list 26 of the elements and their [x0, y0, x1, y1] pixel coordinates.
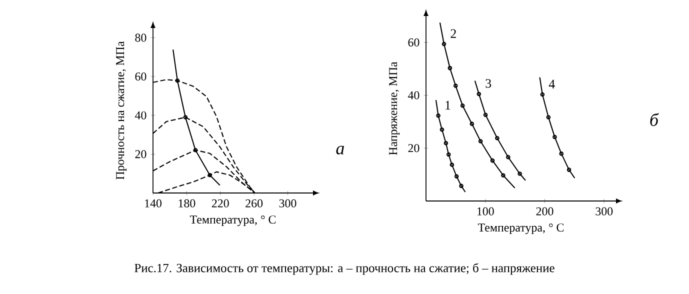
x-tick-label: 180: [178, 199, 196, 208]
series-label: 4: [548, 80, 555, 88]
y-tick-label: 40: [408, 91, 420, 100]
x-axis-title: Температура, ° C: [478, 224, 564, 234]
series-label: 3: [486, 79, 492, 88]
x-tick-label: 220: [212, 199, 229, 208]
x-tick-label: 100: [477, 207, 494, 216]
text: б: [650, 113, 659, 126]
y-tick-label: 20: [135, 150, 146, 158]
x-tick-label: 300: [596, 207, 613, 216]
y-tick-label: 20: [408, 144, 420, 152]
y-tick-label: 60: [135, 72, 146, 81]
y-tick-label: 60: [408, 38, 420, 46]
text: Рис.17. Зависимость от температуры: а – прочность на сжатие; б – напряжение: [134, 263, 554, 275]
x-tick-label: 260: [246, 199, 263, 208]
series-label: 1: [446, 100, 450, 110]
x-tick-label: 140: [145, 199, 162, 208]
x-tick-label: 200: [536, 207, 554, 216]
x-axis-title: Температура, ° C: [190, 216, 276, 226]
text: а: [336, 146, 344, 154]
y-tick-label: 80: [135, 34, 146, 42]
series-label: 2: [450, 29, 456, 38]
y-axis-title: Прочность на сжатие, МПа: [116, 41, 127, 180]
y-axis-title: Напряжение, МПа: [389, 62, 400, 156]
x-tick-label: 300: [279, 199, 296, 208]
y-tick-label: 40: [134, 111, 146, 120]
